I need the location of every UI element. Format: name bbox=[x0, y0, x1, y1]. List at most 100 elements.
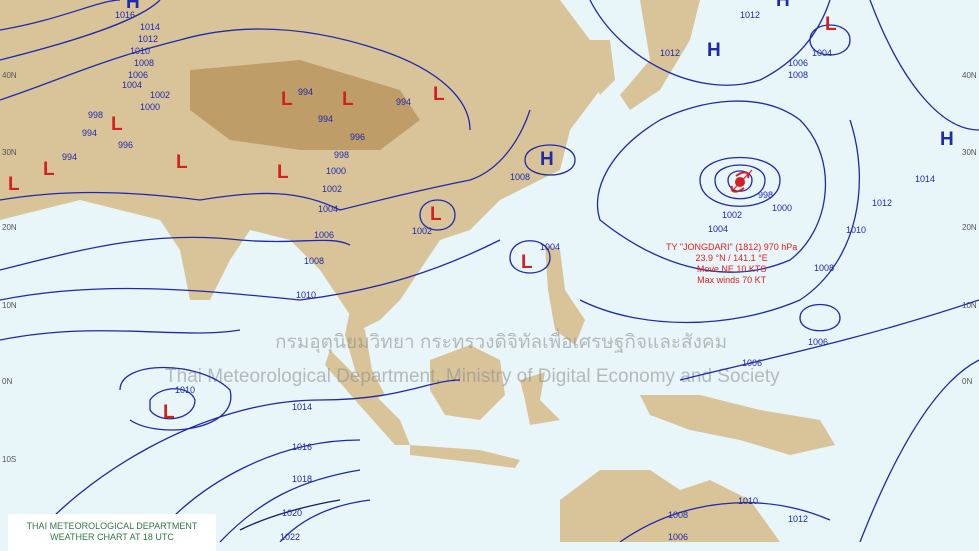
isobar-label: 1002 bbox=[722, 210, 742, 220]
japan bbox=[620, 0, 700, 110]
isobar-label: 1014 bbox=[915, 174, 935, 184]
landmass bbox=[0, 0, 835, 542]
new-guinea bbox=[640, 395, 835, 455]
isobar-label: 1008 bbox=[134, 58, 154, 68]
isobar-label: 1006 bbox=[128, 70, 148, 80]
low-center: L bbox=[111, 114, 123, 135]
low-center: L bbox=[163, 402, 175, 423]
isobar-label: 1014 bbox=[140, 22, 160, 32]
isobar-label: 1004 bbox=[318, 204, 338, 214]
isobar-label: 1000 bbox=[326, 166, 346, 176]
isobar-labels: 1016 1014 1012 1010 1008 1006 1004 1002 … bbox=[62, 10, 935, 542]
low-center: L bbox=[43, 159, 55, 180]
isobar-label: 996 bbox=[118, 140, 133, 150]
chart-time: WEATHER CHART AT 18 UTC bbox=[50, 532, 174, 542]
isobar-label: 1004 bbox=[540, 242, 560, 252]
isobar-label: 1006 bbox=[742, 358, 762, 368]
high-center: H bbox=[940, 129, 954, 150]
low-center: L bbox=[342, 89, 354, 110]
lat-label: 0N bbox=[962, 377, 972, 386]
lat-label: 40N bbox=[2, 71, 17, 80]
low-center: L bbox=[281, 89, 293, 110]
lat-label: 0N bbox=[2, 377, 12, 386]
latitude-labels: 40N 30N 20N 10N 0N 10S 40N 30N 20N 10N 0… bbox=[2, 71, 977, 464]
isobar-label: 1010 bbox=[846, 225, 866, 235]
isobar-label: 1012 bbox=[740, 10, 760, 20]
isobar-label: 994 bbox=[82, 128, 97, 138]
isobar-label: 1000 bbox=[140, 102, 160, 112]
isobar-label: 994 bbox=[298, 87, 313, 97]
lat-label: 30N bbox=[962, 148, 977, 157]
isobar-label: 1008 bbox=[788, 70, 808, 80]
watermark-thai: กรมอุตุนิยมวิทยา กระทรวงดิจิทัลเพื่อเศรษ… bbox=[275, 328, 727, 354]
high-center: H bbox=[126, 0, 140, 13]
isobar-label: 1006 bbox=[788, 58, 808, 68]
isobar-label: 998 bbox=[758, 190, 773, 200]
isobar-label: 1016 bbox=[115, 10, 135, 20]
isobar-label: 1014 bbox=[292, 402, 312, 412]
tibet-plateau bbox=[190, 60, 420, 150]
malay-peninsula bbox=[345, 310, 385, 400]
isobar-label: 1004 bbox=[708, 224, 728, 234]
isobar-label: 1008 bbox=[510, 172, 530, 182]
lat-label: 10N bbox=[962, 301, 977, 310]
isobar-label: 1012 bbox=[788, 514, 808, 524]
australia bbox=[560, 470, 780, 542]
isobar-label: 1002 bbox=[412, 226, 432, 236]
typhoon-name: TY "JONGDARI" (1812) 970 hPa bbox=[666, 242, 798, 252]
low-center: L bbox=[277, 162, 289, 183]
isobar-label: 1002 bbox=[150, 90, 170, 100]
isobar-label: 1010 bbox=[296, 290, 316, 300]
typhoon-info: TY "JONGDARI" (1812) 970 hPa 23.9 °N / 1… bbox=[666, 242, 797, 286]
lat-label: 10N bbox=[2, 301, 17, 310]
isobar-label: 1018 bbox=[292, 474, 312, 484]
isobar-label: 1012 bbox=[872, 198, 892, 208]
lat-label: 30N bbox=[2, 148, 17, 157]
isobar-label: 1006 bbox=[314, 230, 334, 240]
typhoon-movement: Move NE 10 KTS bbox=[696, 264, 767, 274]
isobar-label: 998 bbox=[334, 150, 349, 160]
isobar-label: 1016 bbox=[292, 442, 312, 452]
high-center: H bbox=[540, 149, 554, 170]
typhoon-symbol bbox=[730, 169, 753, 193]
high-center: H bbox=[776, 0, 790, 11]
chart-title-box: THAI METEOROLOGICAL DEPARTMENT WEATHER C… bbox=[8, 514, 216, 551]
high-pressure-centers: H H H H H bbox=[126, 0, 954, 170]
isobar-label: 996 bbox=[350, 132, 365, 142]
asia-land bbox=[0, 0, 600, 330]
low-center: L bbox=[521, 252, 533, 273]
borneo bbox=[430, 345, 505, 420]
isobar-label: 1008 bbox=[668, 510, 688, 520]
lat-label: 10S bbox=[2, 455, 16, 464]
isobar-label: 1022 bbox=[280, 532, 300, 542]
isobar-label: 1012 bbox=[138, 34, 158, 44]
high-center: H bbox=[707, 40, 721, 61]
isobar-label: 1010 bbox=[130, 46, 150, 56]
isobar-label: 1012 bbox=[660, 48, 680, 58]
typhoon-max-winds: Max winds 70 KT bbox=[697, 275, 767, 285]
lat-label: 20N bbox=[2, 223, 17, 232]
low-center: L bbox=[8, 174, 20, 195]
low-center: L bbox=[825, 14, 837, 35]
watermark: กรมอุตุนิยมวิทยา กระทรวงดิจิทัลเพื่อเศรษ… bbox=[165, 328, 780, 387]
low-center: L bbox=[430, 204, 442, 225]
low-pressure-centers: L L L L L L L L L L L L bbox=[8, 14, 837, 423]
isobar-label: 1008 bbox=[304, 256, 324, 266]
low-center: L bbox=[433, 84, 445, 105]
lat-label: 20N bbox=[962, 223, 977, 232]
isobar-label: 1004 bbox=[122, 80, 142, 90]
isobar-label: 1020 bbox=[282, 508, 302, 518]
korea bbox=[588, 40, 615, 95]
isobar-label: 1010 bbox=[175, 385, 195, 395]
typhoon-position: 23.9 °N / 141.1 °E bbox=[695, 253, 768, 263]
isobar-label: 994 bbox=[396, 97, 411, 107]
philippines bbox=[545, 245, 585, 345]
isobar-label: 994 bbox=[62, 152, 77, 162]
isobar-label: 998 bbox=[88, 110, 103, 120]
watermark-english: Thai Meteorological Department, Ministry… bbox=[165, 366, 780, 387]
low-center: L bbox=[176, 152, 188, 173]
isobar-label: 1006 bbox=[668, 532, 688, 542]
isobar-label: 1000 bbox=[772, 203, 792, 213]
lat-label: 40N bbox=[962, 71, 977, 80]
